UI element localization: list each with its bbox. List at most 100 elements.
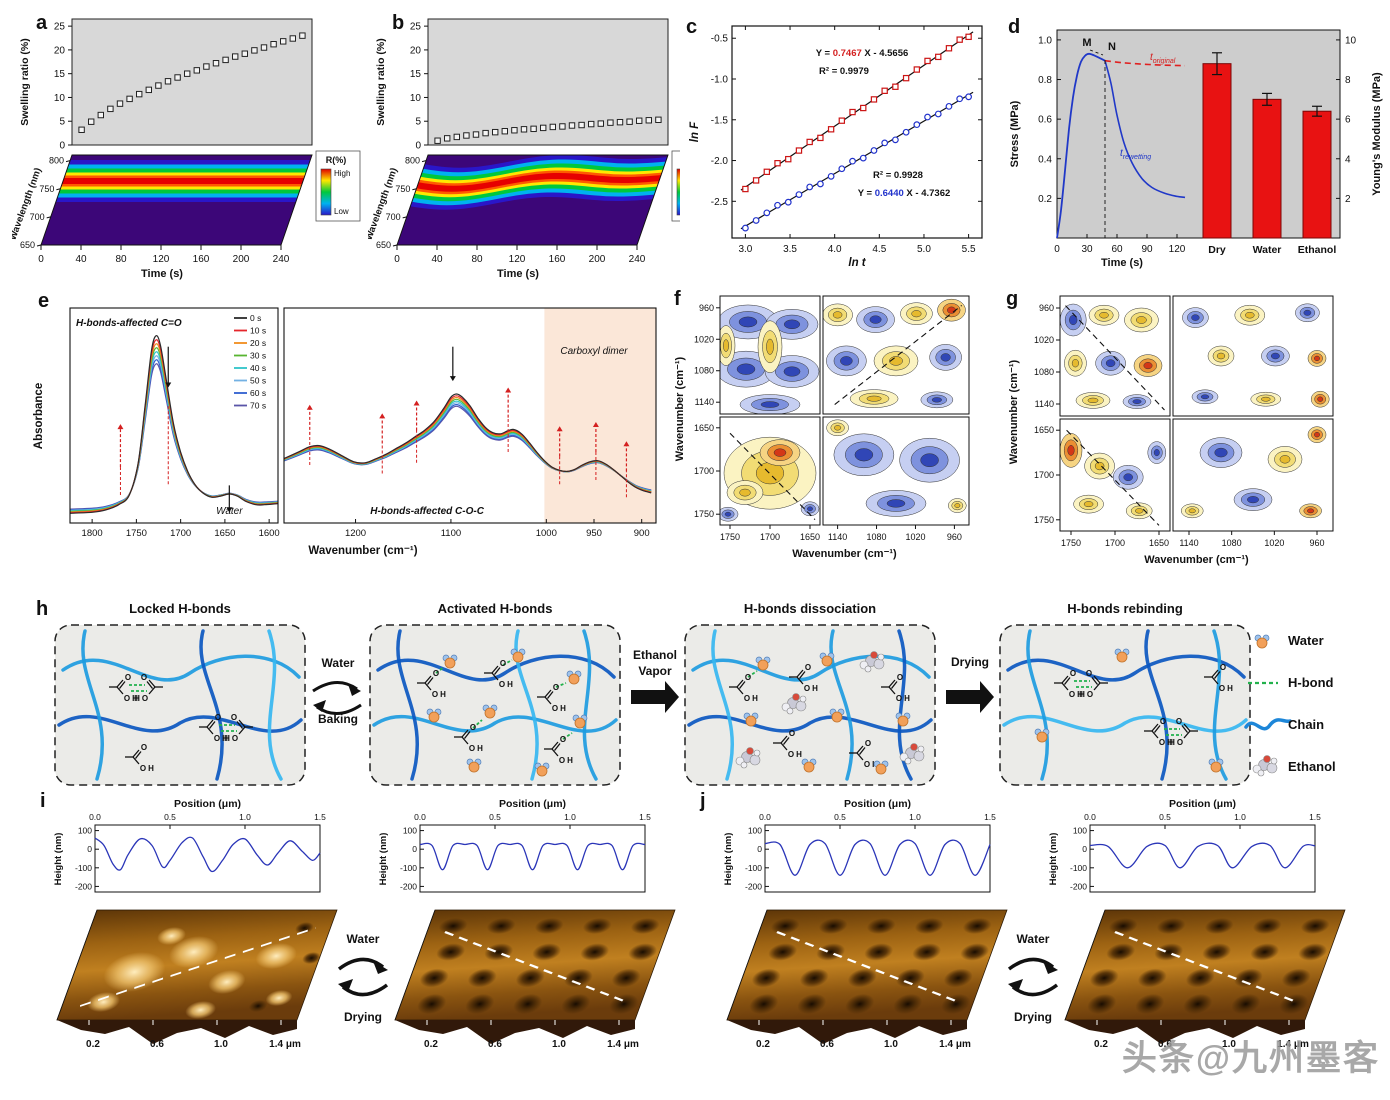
svg-text:1650: 1650	[694, 423, 714, 433]
svg-text:Position (μm): Position (μm)	[174, 798, 241, 810]
svg-text:Low: Low	[334, 207, 349, 216]
svg-text:4.5: 4.5	[872, 244, 886, 255]
svg-text:Ethanol: Ethanol	[1298, 244, 1337, 256]
svg-text:-100: -100	[1070, 863, 1087, 873]
svg-text:1.5: 1.5	[984, 812, 996, 822]
svg-text:0: 0	[59, 141, 65, 152]
svg-text:O: O	[745, 673, 751, 682]
svg-text:80: 80	[471, 254, 483, 265]
h-box1-title: Locked H-bonds	[129, 601, 231, 616]
water-molecule	[895, 712, 911, 727]
svg-text:O: O	[232, 734, 238, 743]
svg-text:960: 960	[699, 303, 714, 313]
svg-text:0 s: 0 s	[250, 313, 261, 323]
svg-text:Wavenumber (cm⁻¹): Wavenumber (cm⁻¹)	[1144, 554, 1249, 566]
svg-text:0.0: 0.0	[414, 812, 426, 822]
svg-text:1.5: 1.5	[314, 812, 326, 822]
svg-text:trewetting: trewetting	[1120, 148, 1151, 161]
svg-text:ln F: ln F	[689, 121, 701, 142]
svg-text:30 s: 30 s	[250, 351, 266, 361]
h-legend-ethanol-label: Ethanol	[1288, 759, 1336, 774]
h-legend-chain-label: Chain	[1288, 717, 1325, 732]
svg-text:-100: -100	[400, 863, 417, 873]
svg-text:40: 40	[431, 254, 443, 265]
panel-f-2dcos-map: 1750 1700 1650 1140 1080 1020 960 960 1020 1080 11…	[674, 295, 970, 560]
water-molecule	[426, 708, 442, 723]
svg-text:1080: 1080	[1222, 538, 1242, 548]
svg-text:0.6: 0.6	[488, 1039, 502, 1050]
watermark: 头条@九州墨客	[1121, 1039, 1380, 1078]
svg-text:0.5: 0.5	[1159, 812, 1171, 822]
svg-text:H: H	[567, 756, 573, 765]
svg-text:-200: -200	[400, 881, 417, 891]
panel-label-g: g	[1006, 288, 1019, 310]
svg-text:800: 800	[405, 156, 420, 166]
svg-text:O: O	[231, 713, 237, 722]
svg-text:H: H	[134, 694, 140, 703]
svg-text:1140: 1140	[828, 532, 847, 542]
svg-text:-1.5: -1.5	[711, 115, 729, 126]
afm-surface	[1064, 909, 1346, 1021]
svg-text:700: 700	[386, 212, 401, 222]
svg-text:O: O	[142, 694, 148, 703]
svg-text:30: 30	[1081, 244, 1093, 255]
svg-text:200: 200	[589, 254, 606, 265]
svg-text:O: O	[805, 663, 811, 672]
svg-text:Height (nm): Height (nm)	[1048, 833, 1059, 886]
svg-text:960: 960	[947, 532, 962, 542]
h-box2-title: Activated H-bonds	[437, 601, 553, 616]
svg-text:1200: 1200	[345, 528, 366, 539]
svg-text:O: O	[788, 750, 794, 759]
svg-text:1.0: 1.0	[564, 812, 576, 822]
svg-text:1700: 1700	[170, 528, 191, 539]
svg-text:160: 160	[549, 254, 566, 265]
svg-text:H: H	[222, 734, 228, 743]
panel-j-afm-set: Position (μm) 0.0 0.5 1.0 1.5 100 0 -100 -200 Hei…	[723, 798, 1346, 1050]
svg-text:0.8: 0.8	[1038, 75, 1052, 86]
svg-text:90: 90	[1141, 244, 1153, 255]
water-molecule	[873, 760, 889, 775]
svg-text:6: 6	[1345, 115, 1351, 126]
svg-text:O: O	[214, 734, 220, 743]
carboxyl-group: OOH	[224, 713, 253, 743]
svg-text:O: O	[1160, 717, 1166, 726]
panel-a-swelling-chart: Swelling ratio (%)0510152025800750700650…	[12, 18, 361, 280]
svg-text:O: O	[124, 694, 130, 703]
svg-text:H: H	[224, 734, 230, 743]
svg-text:Wavenumber (cm⁻¹): Wavenumber (cm⁻¹)	[1008, 359, 1020, 464]
svg-text:H: H	[796, 750, 802, 759]
svg-text:0: 0	[412, 844, 417, 854]
svg-text:-200: -200	[745, 881, 762, 891]
svg-text:O: O	[141, 673, 147, 682]
panel-c-kinetics-chart: -0.5 -1.0 -1.5 -2.0 -2.5 3.0 3.5 4.0 4.5 5.0 5.5 ln…	[689, 25, 983, 269]
h-arrow-water-label: Water	[321, 656, 355, 670]
ethanol-molecule	[735, 747, 761, 769]
svg-text:950: 950	[586, 528, 602, 539]
svg-text:1.4 μm: 1.4 μm	[269, 1039, 301, 1050]
svg-text:O: O	[140, 764, 146, 773]
water-molecule	[819, 652, 835, 667]
svg-text:50 s: 50 s	[250, 376, 266, 386]
svg-text:0: 0	[1054, 244, 1060, 255]
svg-text:O: O	[560, 735, 566, 744]
svg-text:Y = 0.6440 X - 4.7362: Y = 0.6440 X - 4.7362	[858, 188, 951, 199]
panel-label-j: j	[700, 790, 706, 812]
svg-text:H: H	[507, 680, 513, 689]
svg-text:40: 40	[75, 254, 87, 265]
afm-surface	[726, 909, 1008, 1021]
svg-text:20: 20	[54, 45, 66, 56]
svg-text:Dry: Dry	[1208, 244, 1226, 256]
svg-text:1.5: 1.5	[1309, 812, 1321, 822]
spectral-map	[396, 154, 669, 246]
water-molecule	[572, 714, 588, 729]
ethanol-molecule	[1252, 755, 1278, 777]
water-molecule	[442, 654, 458, 669]
svg-text:O: O	[215, 713, 221, 722]
